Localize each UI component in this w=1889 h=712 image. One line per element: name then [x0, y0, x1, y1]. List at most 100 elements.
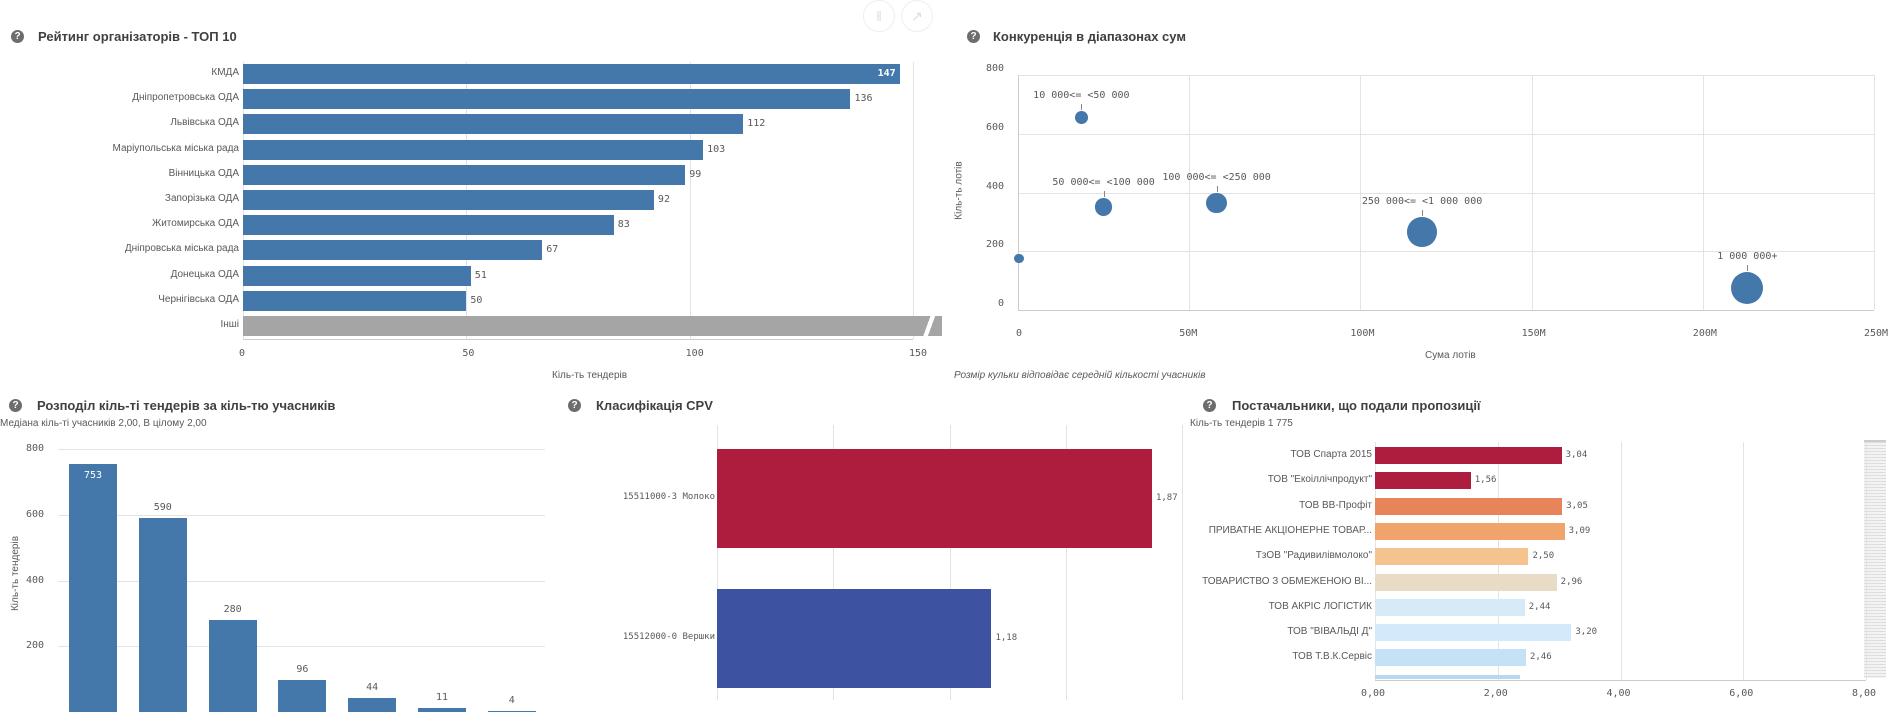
- bar[interactable]: [717, 449, 1152, 548]
- value-label: 83: [617, 219, 630, 231]
- gridline: [1743, 442, 1745, 680]
- y-tick-label: 800: [985, 63, 1004, 74]
- bar[interactable]: [1375, 674, 1521, 679]
- value-label: 112: [747, 118, 766, 130]
- x-tick-label: 2,00: [1483, 688, 1508, 699]
- help-icon[interactable]: ?: [568, 399, 581, 412]
- bar[interactable]: [243, 265, 471, 286]
- x-tick-label: 100: [685, 348, 704, 359]
- gridline: [58, 646, 545, 648]
- value-label: 280: [223, 603, 242, 615]
- value-label: 753: [83, 470, 103, 482]
- category-label: ТОВАРИСТВО З ОБМЕЖЕНОЮ ВІ...: [1202, 575, 1372, 587]
- value-label: 1,87: [1155, 493, 1178, 503]
- bar[interactable]: [243, 64, 900, 84]
- bar[interactable]: [243, 139, 704, 160]
- bar[interactable]: [243, 114, 744, 135]
- bar[interactable]: [243, 240, 543, 261]
- category-label: ТзОВ "Радивилівмолоко": [1255, 550, 1372, 562]
- bar[interactable]: [1375, 624, 1572, 642]
- y-axis-line: [1018, 75, 1019, 310]
- x-axis-line: [243, 339, 913, 341]
- y-tick-label: 600: [26, 508, 45, 520]
- value-label: 92: [657, 194, 670, 205]
- value-label: 3,20: [1575, 627, 1598, 638]
- gridline: [1018, 75, 1874, 76]
- category-label: Львівська ОДА: [170, 117, 239, 129]
- category-label: Маріупольська міська рада: [112, 142, 240, 154]
- x-tick-label: 0: [239, 348, 246, 359]
- category-label: Чернігівська ОДА: [158, 293, 239, 305]
- bar[interactable]: [1375, 548, 1529, 566]
- bar[interactable]: [243, 89, 851, 110]
- panel-title: Класифікація CPV: [596, 398, 713, 413]
- bars-icon[interactable]: ‖: [863, 0, 895, 32]
- help-icon[interactable]: ?: [9, 399, 22, 412]
- x-tick-label: 50M: [1179, 328, 1198, 339]
- x-axis-title: Кіль-ть тендерів: [552, 370, 628, 381]
- bubble[interactable]: [1094, 198, 1113, 216]
- bubble[interactable]: [1074, 111, 1088, 125]
- category-label: ТОВ "ВІВАЛЬДІ Д": [1287, 626, 1372, 638]
- panel-title: Конкуренція в діапазонах сум: [993, 29, 1186, 44]
- value-label: 2,46: [1529, 652, 1552, 663]
- bar[interactable]: [278, 680, 327, 712]
- help-icon[interactable]: ?: [11, 30, 24, 43]
- y-tick-label: 600: [985, 121, 1004, 133]
- bar[interactable]: [1375, 497, 1563, 515]
- gridline: [833, 425, 835, 700]
- bubble-label: 1 000 000+: [1717, 250, 1778, 262]
- x-tick-label: 0,00: [1361, 688, 1386, 699]
- gridline: [1065, 425, 1067, 700]
- expand-icon[interactable]: ↗: [901, 0, 933, 32]
- gridline: [1182, 425, 1184, 700]
- value-label: 44: [366, 681, 379, 693]
- bubble[interactable]: [1014, 253, 1024, 264]
- bar[interactable]: [717, 589, 992, 688]
- bar[interactable]: [1375, 598, 1525, 616]
- value-label: 2,44: [1528, 601, 1551, 612]
- bar[interactable]: [1375, 573, 1557, 591]
- gridline: [1620, 442, 1622, 680]
- leader-line: [1081, 104, 1083, 111]
- help-icon[interactable]: ?: [1203, 399, 1216, 412]
- category-label: 15512000-0 Вершки: [622, 632, 715, 642]
- bar[interactable]: [1375, 472, 1471, 490]
- value-label: 96: [296, 664, 309, 676]
- bar[interactable]: [243, 290, 467, 311]
- category-label: Інші: [220, 319, 239, 330]
- x-axis-title: Сума лотів: [1425, 350, 1476, 361]
- value-label: 2,50: [1532, 551, 1555, 562]
- category-label: КМДА: [211, 67, 239, 78]
- bar[interactable]: [243, 190, 654, 210]
- bar[interactable]: [418, 708, 466, 712]
- value-label: 3,04: [1565, 450, 1588, 460]
- bubble[interactable]: [1206, 192, 1227, 213]
- bar[interactable]: [243, 215, 614, 236]
- bubble-label: 10 000<= <50 000: [1033, 90, 1130, 102]
- bar[interactable]: [1375, 522, 1565, 540]
- category-label: 15511000-3 Молоко: [622, 492, 715, 502]
- bar[interactable]: [243, 316, 940, 336]
- scrollbar[interactable]: [1864, 440, 1886, 678]
- category-label: ТОВ АКРІС ЛОГІСТИК: [1268, 600, 1372, 612]
- gridline: [58, 449, 545, 450]
- bar[interactable]: [138, 518, 187, 712]
- bar[interactable]: [1375, 447, 1562, 464]
- help-icon[interactable]: ?: [967, 30, 980, 43]
- x-tick-label: 4,00: [1606, 688, 1631, 699]
- category-label: Запорізька ОДА: [164, 193, 239, 204]
- leader-line: [1422, 210, 1424, 217]
- bar[interactable]: [243, 164, 686, 185]
- y-tick-label: 800: [26, 443, 45, 454]
- value-label: 67: [546, 244, 559, 256]
- value-label: 11: [435, 692, 449, 704]
- bubble[interactable]: [1407, 217, 1437, 247]
- bar[interactable]: [1375, 649, 1526, 667]
- y-axis-title: Кіль-ть тендерів: [10, 535, 22, 612]
- bubble-size-note: Розмір кульки відповідає середній кілько…: [954, 370, 1206, 381]
- bubble-label: 250 000<= <1 000 000: [1361, 196, 1483, 208]
- bar[interactable]: [208, 619, 257, 712]
- bar[interactable]: [69, 464, 117, 712]
- bubble[interactable]: [1731, 271, 1764, 305]
